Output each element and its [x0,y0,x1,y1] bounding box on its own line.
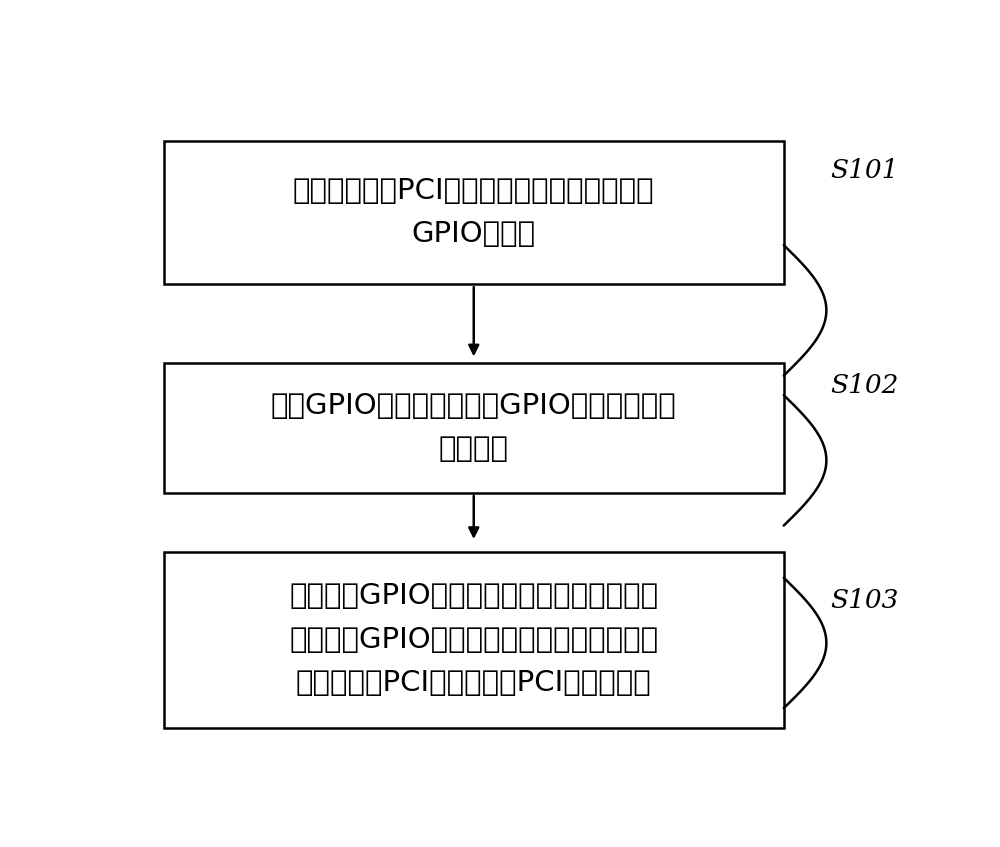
Text: S103: S103 [830,588,899,613]
Text: S102: S102 [830,373,899,398]
Bar [164,363,784,493]
Bar [164,551,784,728]
Text: 获取各带宽的PCI槽位用于执行热重启操作的
GPIO状态值: 获取各带宽的PCI槽位用于执行热重启操作的 GPIO状态值 [293,177,655,248]
Text: 控制各个GPIO信号接口按各自对应的输出状
态值输出GPIO信号，并延迟预设时间，以使
与各带宽的PCI槽位连接的PCI设备热重启: 控制各个GPIO信号接口按各自对应的输出状 态值输出GPIO信号，并延迟预设时间… [289,582,658,697]
Text: 根据GPIO状态值确定每一GPIO信号接口的输
出状态值: 根据GPIO状态值确定每一GPIO信号接口的输 出状态值 [271,392,677,463]
Bar [164,141,784,285]
Text: S101: S101 [830,158,899,183]
